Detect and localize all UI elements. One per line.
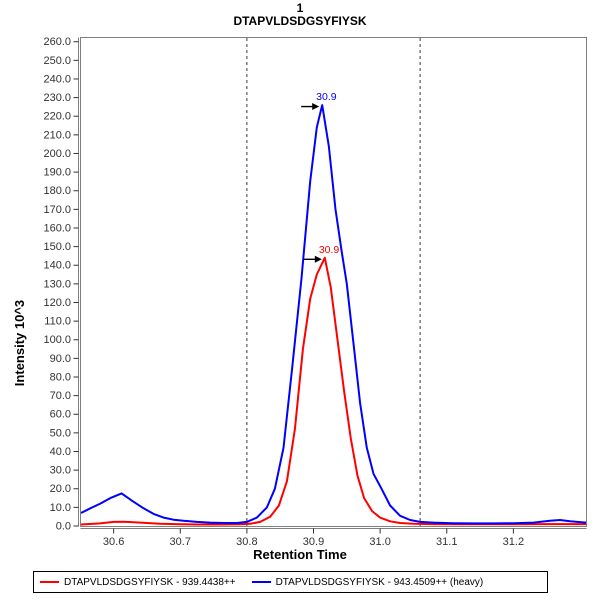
y-tick-label: 90.0 <box>50 353 71 365</box>
y-tick-label: 110.0 <box>44 316 71 328</box>
y-tick-label: 20.0 <box>50 483 71 495</box>
chromatogram-line-light[interactable] <box>80 256 586 526</box>
y-tick-label: 230.0 <box>43 92 71 104</box>
x-tick-label: 30.7 <box>170 536 191 548</box>
y-tick-label: 150.0 <box>43 241 71 253</box>
y-tick-label: 120.0 <box>43 297 71 309</box>
legend-item-heavy: DTAPVLDSDGSYFIYSK - 943.4509++ (heavy) <box>251 576 484 588</box>
y-tick-label: 50.0 <box>50 427 71 439</box>
legend-item-light: DTAPVLDSDGSYFIYSK - 939.4438++ <box>40 577 236 588</box>
y-tick-label: 190.0 <box>43 167 71 179</box>
y-tick-label: 210.0 <box>43 129 71 141</box>
peak-rt-annotation-heavy: 30.9 <box>316 91 337 103</box>
x-tick-label: 30.6 <box>103 536 124 548</box>
legend-line-sample-light <box>40 581 59 583</box>
y-tick-label: 130.0 <box>43 278 71 290</box>
y-tick-label: 60.0 <box>50 409 71 421</box>
legend: DTAPVLDSDGSYFIYSK - 939.4438++ DTAPVLDSD… <box>33 571 548 593</box>
peak-annotation-arrowhead-heavy <box>312 103 320 111</box>
x-tick-label: 31.1 <box>436 536 457 548</box>
chart-title-replicate: 1 <box>296 1 304 15</box>
chart-title-peptide: DTAPVLDSDGSYFIYSK <box>233 14 367 28</box>
y-tick-label: 170.0 <box>43 204 71 216</box>
y-tick-label: 80.0 <box>50 371 71 383</box>
legend-label-heavy: DTAPVLDSDGSYFIYSK - 943.4509++ (heavy) <box>275 576 484 588</box>
y-axis-title: Intensity 10^3 <box>12 299 27 387</box>
y-tick-label: 40.0 <box>50 446 71 458</box>
y-tick-label: 180.0 <box>43 185 71 197</box>
y-tick-label: 0.0 <box>56 521 71 533</box>
y-tick-label: 30.0 <box>50 465 71 477</box>
y-tick-label: 250.0 <box>43 55 71 67</box>
y-tick-label: 220.0 <box>43 111 71 123</box>
y-tick-label: 10.0 <box>50 502 71 514</box>
x-tick-label: 30.8 <box>236 536 257 548</box>
peak-rt-annotation-light: 30.9 <box>319 244 340 256</box>
y-tick-label: 100.0 <box>43 334 71 346</box>
legend-label-light: DTAPVLDSDGSYFIYSK - 939.4438++ <box>64 576 236 588</box>
y-tick-label: 240.0 <box>43 73 71 85</box>
legend-line-sample-heavy <box>251 581 271 583</box>
y-tick-label: 140.0 <box>43 260 71 272</box>
y-tick-label: 70.0 <box>50 390 71 402</box>
chart-title: 1 DTAPVLDSDGSYFIYSK <box>0 2 600 28</box>
y-tick-label: 160.0 <box>43 222 71 234</box>
chromatogram-line-heavy[interactable] <box>80 104 587 525</box>
y-tick-label: 260.0 <box>43 36 71 48</box>
plot-border <box>80 37 587 527</box>
x-tick-label: 30.9 <box>303 536 324 548</box>
x-tick-label: 31.2 <box>503 536 524 548</box>
x-axis-title: Retention Time <box>253 547 347 562</box>
peak-annotation-arrowhead-light <box>314 255 322 263</box>
y-tick-label: 200.0 <box>43 148 71 160</box>
x-tick-label: 31.0 <box>369 536 390 548</box>
